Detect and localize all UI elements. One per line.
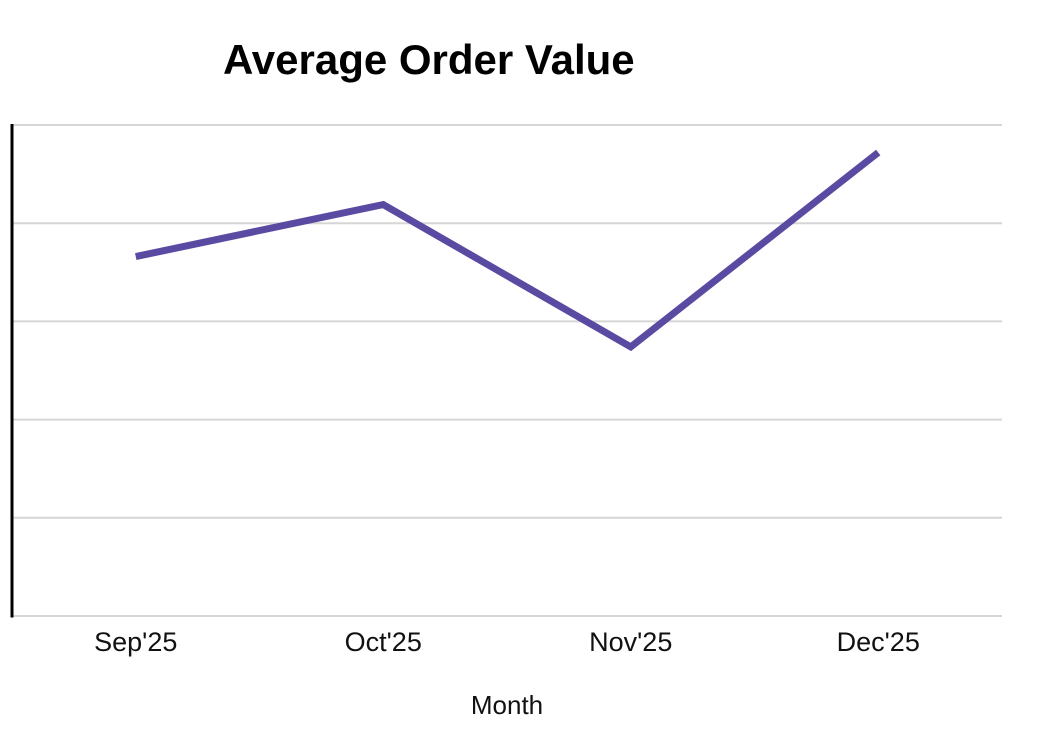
series-line-average-order-value	[135, 149, 881, 352]
x-tick-label-sep25: Sep'25	[94, 627, 177, 657]
x-axis-title: Month	[470, 690, 544, 720]
x-tick-label-dec25: Dec'25	[837, 627, 920, 657]
x-axis-tick-labels: Sep'25 Oct'25 Nov'25 Dec'25	[94, 627, 920, 657]
x-tick-label-oct25: Oct'25	[345, 627, 422, 657]
gridlines	[13, 124, 1002, 617]
chart-title: Average Order Value	[223, 36, 635, 83]
x-tick-label-nov25: Nov'25	[589, 627, 672, 657]
